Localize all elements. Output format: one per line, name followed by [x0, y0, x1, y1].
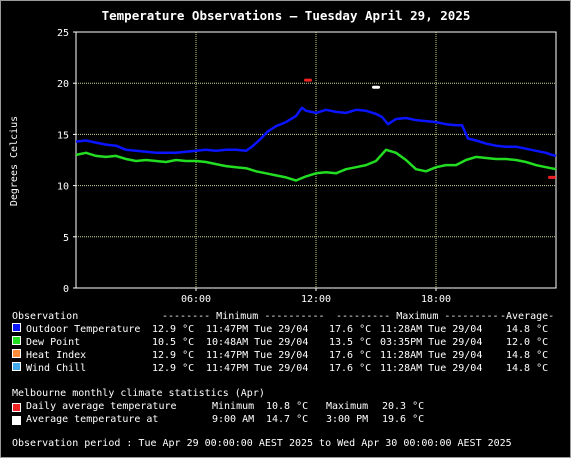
legend-average: 14.8 °C	[506, 350, 549, 361]
y-tick-label: 0	[63, 284, 69, 295]
y-axis-label: Degrees Celcius	[9, 116, 20, 206]
climate-col1: 9:00 AM	[212, 414, 255, 425]
x-tick-label: 18:00	[421, 294, 451, 305]
x-tick-label: 12:00	[301, 294, 331, 305]
legend-max-time: 03:35PM Tue 29/04	[380, 337, 483, 348]
observation-period: Observation period : Tue Apr 29 00:00:00…	[12, 438, 512, 449]
climate-swatch	[12, 416, 21, 425]
legend-label: Heat Index	[26, 350, 87, 361]
climate-label: Average temperature at	[26, 414, 159, 425]
legend-header-average: -Average-	[500, 311, 555, 322]
x-tick-label: 06:00	[181, 294, 211, 305]
climate-col4: 20.3 °C	[382, 401, 425, 412]
legend-label: Outdoor Temperature	[26, 324, 141, 335]
climate-swatch	[12, 403, 21, 412]
legend-max-value: 17.6 °C	[329, 363, 372, 374]
chart-title: Temperature Observations – Tuesday April…	[102, 8, 471, 23]
y-tick-label: 25	[57, 28, 69, 39]
legend-max-time: 11:28AM Tue 29/04	[380, 324, 483, 335]
legend-swatch	[12, 362, 21, 371]
climate-label: Daily average temperature	[26, 401, 177, 412]
legend-min-time: 11:47PM Tue 29/04	[206, 324, 309, 335]
legend-row: Wind Chill 12.9 °C 11:47PM Tue 29/04 17.6 °…	[12, 362, 548, 375]
legend-row: Outdoor Temperature 12.9 °C 11:47PM Tue 29…	[12, 323, 548, 336]
plot-border	[75, 31, 557, 289]
y-tick-label: 10	[57, 182, 69, 193]
legend-min-value: 12.9 °C	[152, 324, 195, 335]
legend-header-maximum: --------- Maximum ---------	[336, 311, 499, 322]
climate-marker	[548, 175, 556, 179]
series-line-outdoor-temperature	[75, 106, 557, 158]
climate-col3: Maximum	[326, 401, 369, 412]
legend-max-value: 13.5 °C	[329, 337, 372, 348]
climate-col2: 14.7 °C	[266, 414, 309, 425]
legend-row: Dew Point 10.5 °C 10:48AM Tue 29/04 13.5 °C…	[12, 336, 548, 349]
legend-min-time: 11:47PM Tue 29/04	[206, 350, 309, 361]
legend-table: Observation -------- Minimum ---------- …	[12, 310, 554, 375]
climate-col4: 19.6 °C	[382, 414, 425, 425]
legend-swatch	[12, 349, 21, 358]
legend-min-time: 11:47PM Tue 29/04	[206, 363, 309, 374]
legend-header: Observation -------- Minimum ---------- …	[12, 310, 554, 323]
legend-label: Wind Chill	[26, 363, 87, 374]
legend-min-value: 10.5 °C	[152, 337, 195, 348]
y-tick-label: 5	[63, 233, 69, 244]
legend-header-minimum: -------- Minimum ----------	[162, 311, 325, 322]
legend-min-value: 12.9 °C	[152, 363, 195, 374]
climate-col1: Minimum	[212, 401, 255, 412]
climate-row: Daily average temperature Minimum 10.8 °C M…	[12, 401, 552, 414]
legend-average: 14.8 °C	[506, 363, 549, 374]
legend-max-time: 11:28AM Tue 29/04	[380, 363, 483, 374]
legend-average: 12.0 °C	[506, 337, 549, 348]
legend-max-value: 17.6 °C	[329, 350, 372, 361]
legend-swatch	[12, 336, 21, 345]
legend-average: 14.8 °C	[506, 324, 549, 335]
legend-row: Heat Index 12.9 °C 11:47PM Tue 29/04 17.6 °…	[12, 349, 548, 362]
legend-max-time: 11:28AM Tue 29/04	[380, 350, 483, 361]
legend-header-observation: Observation	[12, 311, 79, 322]
climate-col2: 10.8 °C	[266, 401, 309, 412]
legend-min-time: 10:48AM Tue 29/04	[206, 337, 309, 348]
y-tick-label: 20	[57, 79, 69, 90]
climate-row: Average temperature at 9:00 AM 14.7 °C 3:00…	[12, 414, 552, 427]
climate-marker	[372, 85, 380, 89]
climate-marker	[304, 78, 312, 82]
climate-title: Melbourne monthly climate statistics (Ap…	[12, 388, 265, 399]
legend-swatch	[12, 323, 21, 332]
legend-label: Dew Point	[26, 337, 81, 348]
legend-max-value: 17.6 °C	[329, 324, 372, 335]
y-tick-label: 15	[57, 130, 69, 141]
series-line-dew-point	[75, 148, 557, 182]
legend-min-value: 12.9 °C	[152, 350, 195, 361]
climate-col3: 3:00 PM	[326, 414, 369, 425]
